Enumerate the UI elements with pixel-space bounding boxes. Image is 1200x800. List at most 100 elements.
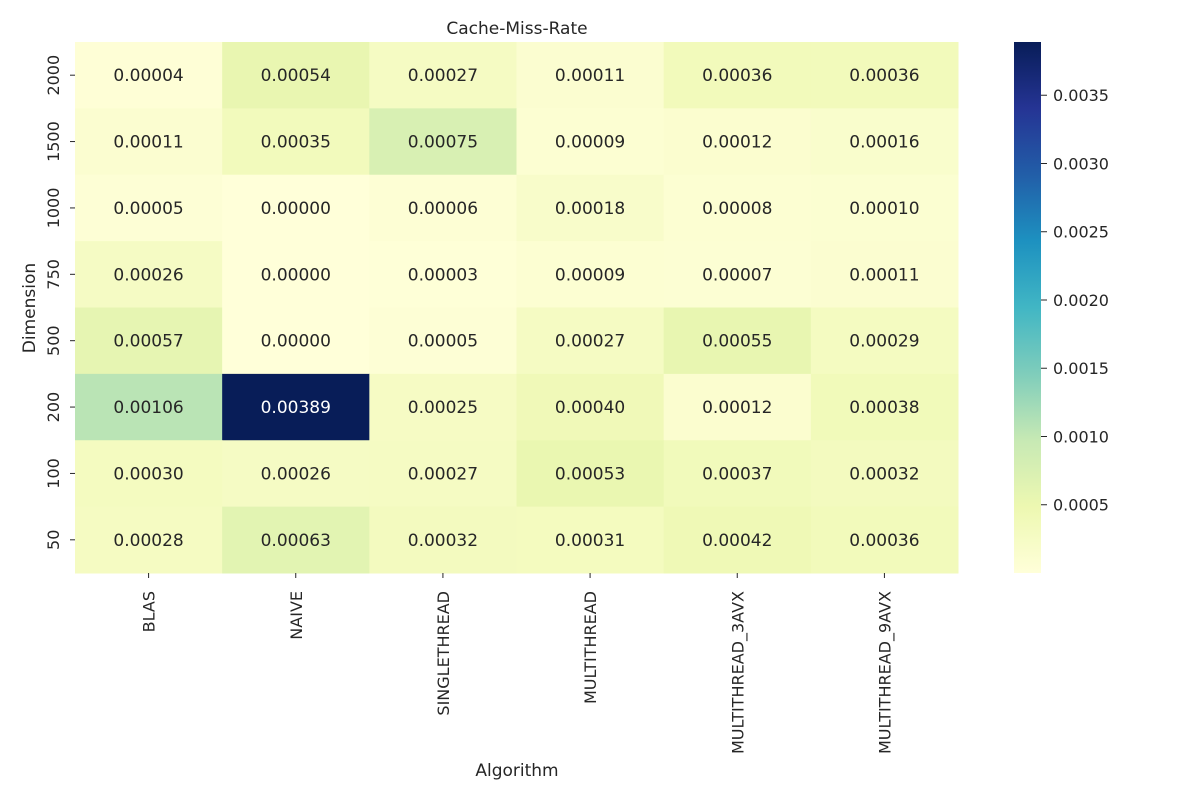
cell-value-label: 0.00005: [408, 332, 478, 352]
cell-value-label: 0.00000: [261, 265, 331, 285]
colorbar-tick-label: 0.0035: [1053, 86, 1109, 105]
heatmap-cell: [75, 307, 223, 375]
cell-value-label: 0.00030: [113, 464, 183, 484]
cell-value-label: 0.00005: [113, 199, 183, 219]
x-tick-label: MULTITHREAD: [581, 591, 600, 704]
cell-value-label: 0.00028: [113, 531, 183, 551]
heatmap-cell: [222, 506, 370, 574]
x-tick-label: BLAS: [140, 591, 159, 632]
cell-value-label: 0.00036: [702, 66, 772, 86]
cell-value-label: 0.00003: [408, 265, 478, 285]
cell-value-label: 0.00000: [261, 199, 331, 219]
cell-value-label: 0.00026: [261, 464, 331, 484]
cell-value-label: 0.00075: [408, 133, 478, 153]
heatmap-cell: [75, 506, 223, 574]
cell-value-label: 0.00010: [849, 199, 919, 219]
heatmap-cell: [516, 241, 665, 308]
cell-value-label: 0.00025: [408, 398, 478, 418]
heatmap-cell: [810, 373, 959, 441]
cell-value-label: 0.00009: [555, 265, 625, 285]
heatmap-cell: [810, 108, 959, 176]
heatmap-cell: [810, 440, 959, 508]
colorbar: [1014, 42, 1041, 573]
heatmap-cell: [75, 373, 223, 441]
cell-value-label: 0.00037: [702, 464, 772, 484]
heatmap-cell: [75, 42, 223, 109]
y-tick-label: 2000: [44, 55, 63, 96]
cell-value-label: 0.00040: [555, 398, 625, 418]
colorbar-tick-label: 0.0005: [1053, 496, 1109, 515]
cell-value-label: 0.00008: [702, 199, 772, 219]
heatmap-cell: [663, 307, 812, 375]
heatmap-cell: [810, 174, 959, 242]
cell-value-label: 0.00036: [849, 531, 919, 551]
x-tick-label: NAIVE: [287, 591, 306, 640]
y-tick-label: 1500: [44, 121, 63, 162]
y-tick-label: 1000: [44, 188, 63, 229]
heatmap-cell: [222, 241, 370, 308]
heatmap-cell: [810, 241, 959, 308]
y-tick-label: 200: [44, 392, 63, 423]
cell-value-label: 0.00035: [261, 133, 331, 153]
colorbar-tick-label: 0.0030: [1053, 154, 1109, 173]
y-tick-label: 750: [44, 259, 63, 290]
heatmap-cell: [222, 307, 370, 375]
heatmap-cell: [369, 373, 517, 441]
cell-value-label: 0.00106: [113, 398, 183, 418]
heatmap-cell: [222, 440, 370, 508]
heatmap-cell: [663, 108, 812, 176]
cell-value-label: 0.00036: [849, 66, 919, 86]
cell-value-label: 0.00031: [555, 531, 625, 551]
cell-value-label: 0.00063: [261, 531, 331, 551]
heatmap-cell: [663, 506, 812, 574]
cell-value-label: 0.00016: [849, 133, 919, 153]
x-tick-label: MULTITHREAD_9AVX: [875, 591, 895, 754]
colorbar-tick-label: 0.0010: [1053, 427, 1109, 446]
colorbar-tick-label: 0.0015: [1053, 359, 1109, 378]
heatmap-cell: [516, 373, 665, 441]
heatmap-cell: [369, 174, 517, 242]
heatmap-cell: [810, 42, 959, 109]
cell-value-label: 0.00007: [702, 265, 772, 285]
heatmap-cell: [75, 241, 223, 308]
colorbar-tick-label: 0.0020: [1053, 291, 1109, 310]
y-tick-label: 100: [44, 458, 63, 489]
y-axis-label: Dimension: [20, 263, 40, 353]
cell-value-label: 0.00042: [702, 531, 772, 551]
cell-value-label: 0.00032: [849, 464, 919, 484]
cell-value-label: 0.00026: [113, 265, 183, 285]
y-tick-label: 50: [44, 530, 63, 550]
heatmap-cell: [516, 108, 665, 176]
x-tick-label: SINGLETHREAD: [434, 591, 453, 716]
heatmap-cell: [75, 108, 223, 176]
cell-value-label: 0.00000: [261, 332, 331, 352]
cell-value-label: 0.00053: [555, 464, 625, 484]
heatmap-cell: [810, 506, 959, 574]
heatmap-cell: [222, 174, 370, 242]
heatmap-cell: [663, 373, 812, 441]
heatmap-cell: [663, 241, 812, 308]
heatmap-cell: [222, 373, 370, 441]
cell-value-label: 0.00012: [702, 398, 772, 418]
cell-value-label: 0.00038: [849, 398, 919, 418]
cell-value-label: 0.00027: [555, 332, 625, 352]
heatmap-cell: [369, 506, 517, 574]
x-tick-label: MULTITHREAD_3AVX: [728, 591, 748, 754]
heatmap-cell: [222, 42, 370, 109]
colorbar-ticks: 0.0005 0.0010 0.0015 0.0020 0.0025 0.0030 0.00…: [1041, 86, 1109, 515]
heatmap-cell: [516, 506, 665, 574]
x-axis-label: Algorithm: [475, 761, 558, 781]
heatmap-cell: [369, 241, 517, 308]
cell-value-label: 0.00027: [408, 464, 478, 484]
y-tick-labels: 2000 1500 1000 750 500 200 100 50: [44, 55, 75, 550]
colorbar-tick-label: 0.0025: [1053, 223, 1109, 242]
heatmap-cells: 0.00004 0.00054 0.00027 0.00011 0.00036 0.000…: [75, 42, 959, 574]
heatmap-cell: [369, 42, 517, 109]
cell-value-label: 0.00012: [702, 133, 772, 153]
heatmap-cell: [369, 108, 517, 176]
cell-value-label: 0.00029: [849, 332, 919, 352]
heatmap-cell: [369, 440, 517, 508]
cell-value-label: 0.00006: [408, 199, 478, 219]
heatmap-cell: [75, 440, 223, 508]
x-tick-labels: BLAS NAIVE SINGLETHREAD MULTITHREAD MULTITHR…: [140, 573, 895, 754]
